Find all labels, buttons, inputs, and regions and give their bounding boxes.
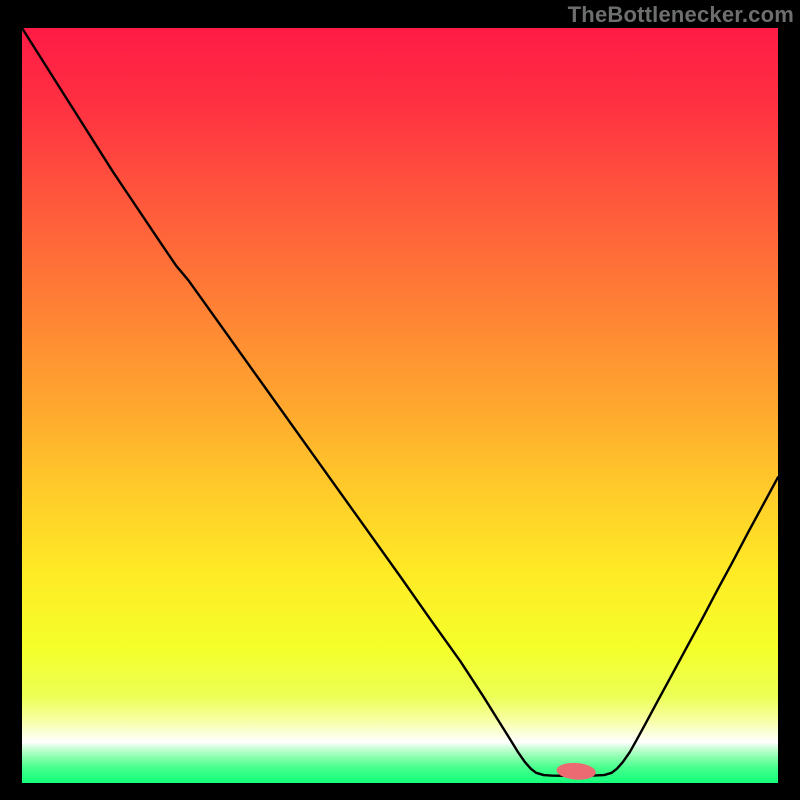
chart-frame: TheBottlenecker.com bbox=[0, 0, 800, 800]
watermark-text: TheBottlenecker.com bbox=[568, 2, 794, 28]
plot-area bbox=[22, 28, 778, 783]
chart-svg bbox=[22, 28, 778, 783]
chart-background bbox=[22, 28, 778, 783]
